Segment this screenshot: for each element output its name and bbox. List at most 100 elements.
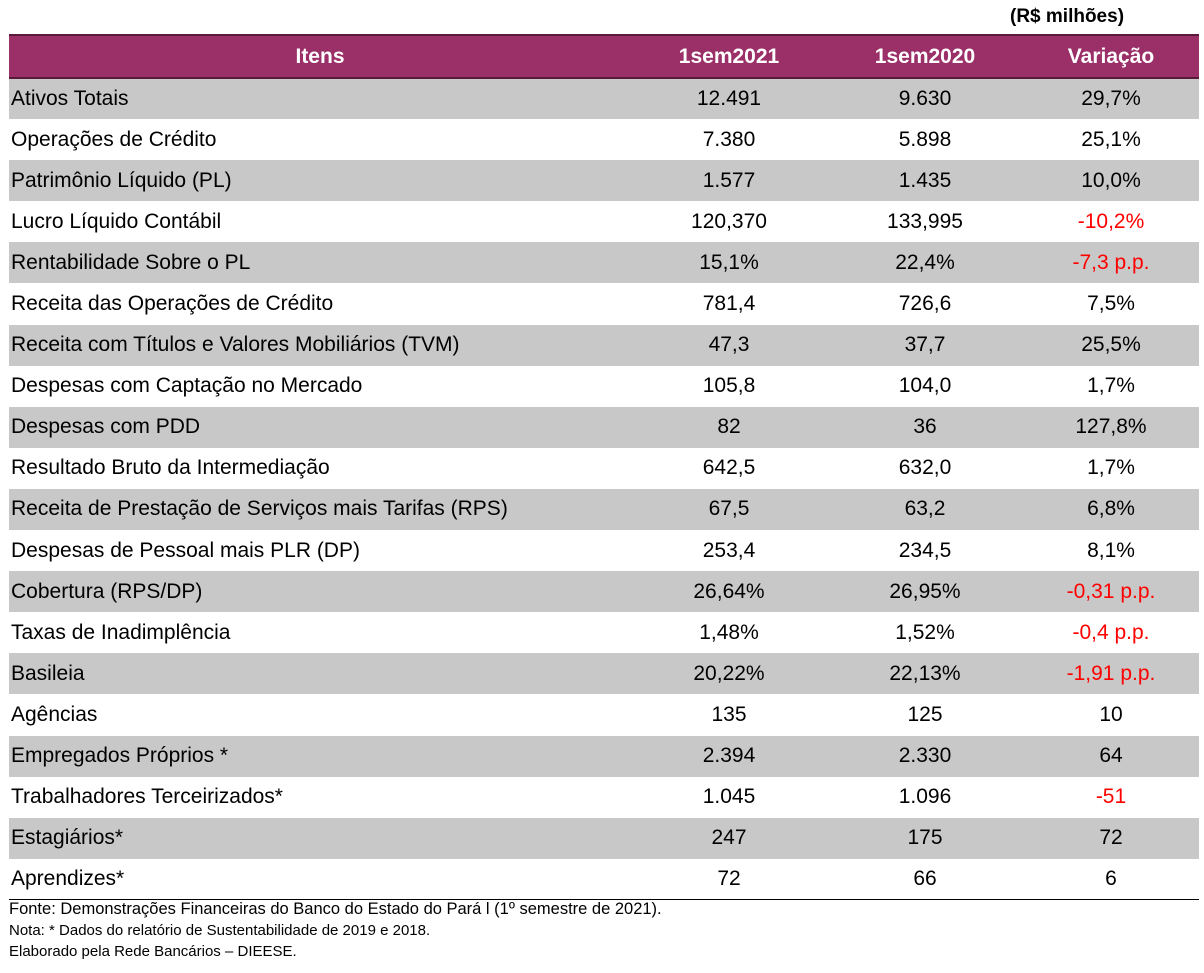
row-value-1sem2021: 2.394 [702, 744, 756, 768]
row-value-1sem2020: 234,5 [898, 538, 952, 562]
row-variation: -1,91 p.p. [1066, 661, 1156, 685]
row-value-1sem2021: 1.045 [702, 785, 756, 809]
row-value-1sem2021: 20,22% [693, 661, 765, 685]
table-row: Rentabilidade Sobre o PL 15,1% 22,4% -7,3 p… [9, 242, 1199, 284]
table-row: Despesas com Captação no Mercado 105,8 104… [9, 366, 1199, 407]
row-item-label: Operações de Crédito [11, 127, 217, 151]
row-value-1sem2021: 642,5 [702, 456, 756, 480]
row-variation: 8,1% [1087, 538, 1135, 562]
row-item-label: Despesas com Captação no Mercado [11, 374, 363, 398]
row-value-1sem2021: 781,4 [702, 292, 756, 316]
row-variation: 64 [1099, 744, 1123, 768]
row-item-label: Despesas de Pessoal mais PLR (DP) [11, 538, 360, 562]
table-row: Taxas de Inadimplência 1,48% 1,52% -0,4 p.p… [9, 612, 1199, 653]
row-value-1sem2020: 133,995 [887, 209, 963, 233]
row-value-1sem2021: 72 [631, 858, 827, 901]
row-value-1sem2020: 5.898 [898, 127, 952, 151]
data-note: Nota: * Dados do relatório de Sustentabi… [9, 922, 431, 939]
row-item-label: Estagiários* [11, 826, 124, 850]
row-item-label: Basileia [11, 661, 85, 685]
row-value-1sem2020: 22,13% [889, 661, 961, 685]
row-variation: 25,1% [1081, 127, 1141, 151]
row-value-1sem2020: 37,7 [904, 333, 946, 357]
row-value-1sem2021: 67,5 [708, 497, 750, 521]
row-variation: 72 [1099, 826, 1123, 850]
row-item-label: Lucro Líquido Contábil [11, 209, 222, 233]
row-variation: 6,8% [1087, 497, 1135, 521]
row-value-1sem2020: 1.096 [898, 785, 952, 809]
row-value-1sem2020: 36 [913, 415, 937, 439]
table-row: Resultado Bruto da Intermediação 642,5 632… [9, 448, 1199, 489]
row-variation: 10,0% [1081, 168, 1141, 192]
financial-indicators-table: Itens 1sem2021 1sem2020 Variação Ativos … [9, 34, 1199, 901]
row-item-label: Despesas com PDD [11, 415, 201, 439]
row-item-label: Aprendizes* [9, 858, 631, 901]
row-value-1sem2021: 253,4 [702, 538, 756, 562]
row-item-label: Trabalhadores Terceirizados* [11, 785, 283, 809]
table-row: Cobertura (RPS/DP) 26,64% 26,95% -0,31 p.p. [9, 571, 1199, 613]
row-value-1sem2020: 726,6 [898, 292, 952, 316]
source-note: Fonte: Demonstrações Financeiras do Banc… [9, 900, 662, 918]
table-row: Empregados Próprios * 2.394 2.330 64 [9, 735, 1199, 777]
row-value-1sem2020: 26,95% [889, 579, 961, 603]
row-value-1sem2020: 104,0 [898, 374, 952, 398]
row-value-1sem2021: 1.577 [702, 168, 756, 192]
row-variation: -51 [1095, 785, 1127, 809]
row-value-1sem2021: 7.380 [702, 127, 756, 151]
row-value-1sem2021: 15,1% [699, 250, 759, 274]
row-item-label: Empregados Próprios * [11, 744, 229, 768]
row-item-label: Rentabilidade Sobre o PL [11, 250, 251, 274]
row-value-1sem2021: 135 [711, 702, 747, 726]
row-item-label: Receita de Prestação de Serviços mais Ta… [11, 497, 508, 521]
unit-label: (R$ milhões) [1010, 6, 1125, 27]
table-row: Agências 135 125 10 [9, 694, 1199, 735]
row-value-1sem2021: 12.491 [696, 87, 762, 111]
row-variation: -0,4 p.p. [1072, 620, 1150, 644]
row-value-1sem2020: 1,52% [895, 620, 955, 644]
row-item-label: Agências [11, 702, 98, 726]
row-value-1sem2021: 105,8 [702, 374, 756, 398]
row-variation: -0,31 p.p. [1066, 579, 1156, 603]
table-row: Trabalhadores Terceirizados* 1.045 1.096 -5… [9, 777, 1199, 818]
row-variation: -7,3 p.p. [1072, 250, 1150, 274]
row-item-label: Patrimônio Líquido (PL) [11, 168, 232, 192]
row-value-1sem2021: 247 [711, 826, 747, 850]
row-variation: 7,5% [1087, 292, 1135, 316]
row-variation: 1,7% [1087, 456, 1135, 480]
row-value-1sem2021: 47,3 [708, 333, 750, 357]
row-value-1sem2020: 632,0 [898, 456, 952, 480]
row-value-1sem2020: 63,2 [904, 497, 946, 521]
prepared-by-note: Elaborado pela Rede Bancários – DIEESE. [9, 943, 297, 960]
row-variation: 127,8% [1075, 415, 1147, 439]
row-item-label: Ativos Totais [11, 87, 129, 111]
table-row: Despesas de Pessoal mais PLR (DP) 253,4 23… [9, 530, 1199, 571]
header-1sem2020: 1sem2020 [827, 34, 1023, 79]
header-1sem2021: 1sem2021 [631, 34, 827, 79]
table-row: Patrimônio Líquido (PL) 1.577 1.435 10,0% [9, 160, 1199, 202]
table-row: Aprendizes* 72 66 6 [9, 858, 1199, 901]
row-value-1sem2021: 120,370 [691, 209, 767, 233]
table-header-row: Itens 1sem2021 1sem2020 Variação [9, 34, 1199, 79]
table-row: Estagiários* 247 175 72 [9, 817, 1199, 859]
row-item-label: Cobertura (RPS/DP) [11, 579, 203, 603]
row-item-label: Taxas de Inadimplência [11, 620, 231, 644]
row-value-1sem2020: 125 [907, 702, 943, 726]
table-row: Basileia 20,22% 22,13% -1,91 p.p. [9, 653, 1199, 695]
row-value-1sem2020: 175 [907, 826, 943, 850]
row-variation: 29,7% [1081, 87, 1141, 111]
table-row: Lucro Líquido Contábil 120,370 133,995 -10,… [9, 201, 1199, 242]
table-footer: Fonte: Demonstrações Financeiras do Banc… [9, 898, 1199, 962]
row-variation: 6 [1023, 858, 1199, 901]
row-value-1sem2020: 22,4% [895, 250, 955, 274]
row-item-label: Receita das Operações de Crédito [11, 292, 334, 316]
header-items: Itens [9, 34, 631, 79]
row-value-1sem2020: 2.330 [898, 744, 952, 768]
row-value-1sem2020: 1.435 [898, 168, 952, 192]
row-value-1sem2021: 82 [717, 415, 741, 439]
row-item-label: Resultado Bruto da Intermediação [11, 456, 330, 480]
table-row: Operações de Crédito 7.380 5.898 25,1% [9, 119, 1199, 160]
row-value-1sem2021: 26,64% [693, 579, 765, 603]
row-value-1sem2020: 66 [827, 858, 1023, 901]
row-variation: 10 [1099, 702, 1123, 726]
row-item-label: Receita com Títulos e Valores Mobiliário… [11, 333, 460, 357]
